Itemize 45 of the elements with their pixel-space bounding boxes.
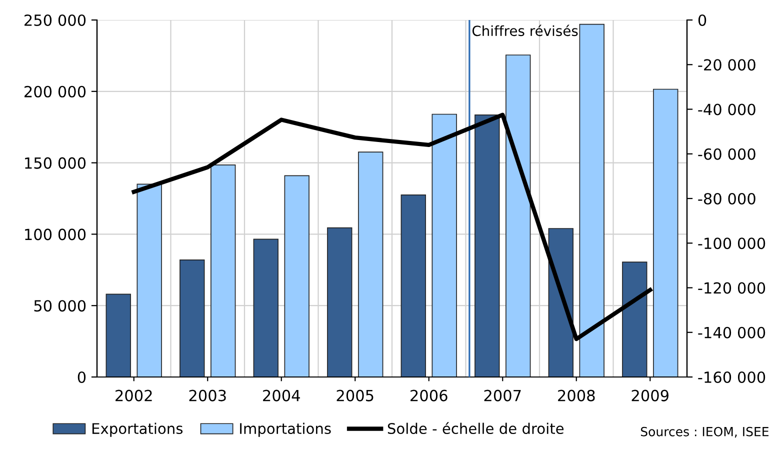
y-tick-label: 0 (78, 371, 86, 384)
y-tick-label: 250 000 (24, 14, 86, 26)
x-tick-label: 2003 (189, 390, 226, 402)
ref-line-label: Chiffres révisés (472, 24, 578, 36)
bar (284, 175, 310, 377)
bar (358, 152, 384, 377)
source-note: Sources : IEOM, ISEE (640, 426, 768, 438)
y2-tick-label: -100 000 (698, 238, 766, 250)
bar (622, 262, 648, 377)
x-tick-label: 2009 (632, 390, 668, 402)
y2-tick-label: -80 000 (698, 192, 756, 205)
bar (180, 259, 205, 377)
y2-tick-label: -120 000 (698, 282, 766, 294)
legend-label: Exportations (92, 422, 183, 437)
bar (400, 194, 426, 377)
x-tick-label: 2002 (116, 390, 152, 402)
x-tick-label: 2004 (263, 390, 300, 402)
y2-tick-label: -20 000 (698, 59, 756, 71)
y-tick-label: 150 000 (25, 157, 86, 169)
bar (253, 238, 278, 377)
x-tick-label: 2008 (558, 390, 595, 402)
bar (548, 228, 574, 377)
y2-tick-label: 0 (698, 14, 706, 26)
x-tick-label: 2005 (336, 390, 374, 402)
y2-tick-label: -140 000 (698, 326, 766, 338)
bar (136, 184, 162, 377)
y-tick-label: 200 000 (24, 86, 86, 98)
y2-tick-label: -60 000 (698, 148, 756, 160)
y-tick-label: 50 000 (34, 300, 86, 312)
x-tick-label: 2007 (484, 390, 521, 402)
y2-tick-label: -40 000 (698, 104, 756, 116)
bar (506, 54, 531, 377)
legend-label: Importations (240, 422, 331, 437)
bar (579, 24, 604, 377)
bar (474, 114, 500, 377)
bar (210, 164, 236, 377)
bar (327, 227, 352, 377)
bar (653, 88, 678, 377)
bar (106, 294, 131, 377)
y2-tick-label: -160 000 (698, 371, 766, 384)
y-tick-label: 100 000 (25, 228, 86, 240)
bar (432, 114, 457, 377)
x-tick-label: 2006 (410, 390, 448, 402)
line-series (132, 112, 652, 342)
legend-label: Solde - échelle de droite (388, 422, 564, 434)
